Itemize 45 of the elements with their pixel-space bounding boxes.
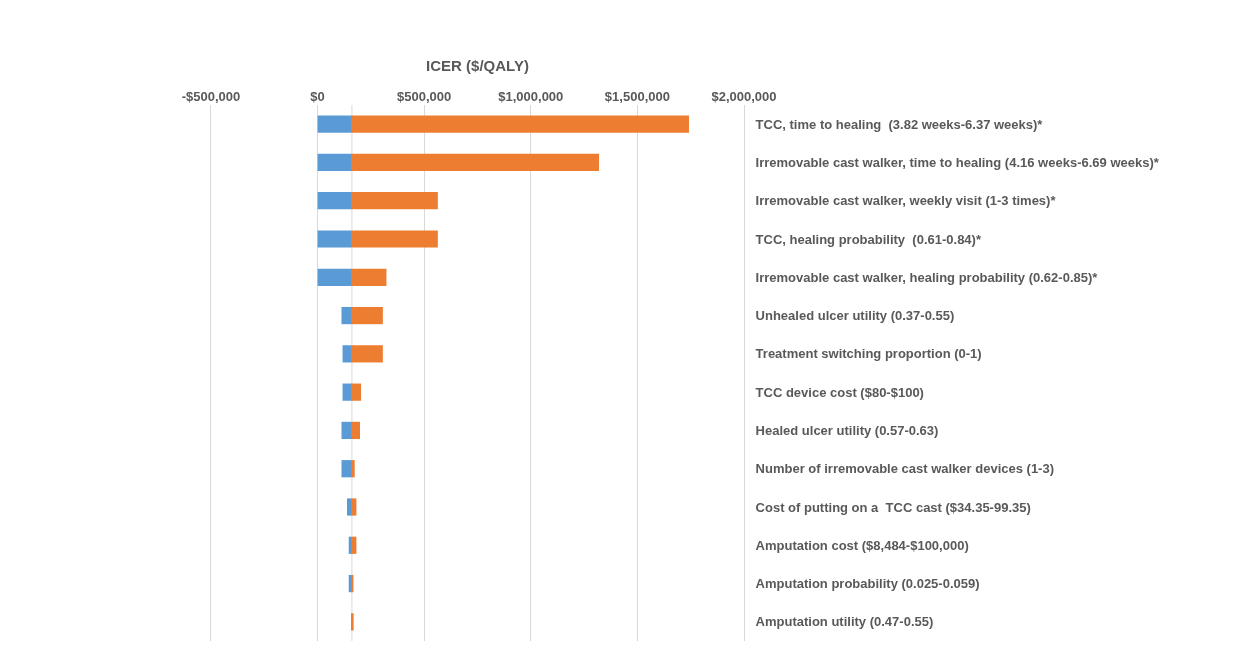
bar [342, 383, 352, 401]
y-tick-label: Amputation cost ($8,484-$100,000) [755, 537, 969, 553]
bar [317, 268, 352, 286]
y-tick-label: TCC device cost ($80-$100) [755, 384, 924, 400]
bar [351, 460, 355, 478]
y-tick-label: Irremovable cast walker, healing probability (0.62-0.85)* [755, 269, 1099, 285]
bar [351, 153, 600, 172]
bar [351, 268, 387, 286]
bar [341, 306, 352, 325]
y-tick-label: Treatment switching proportion (0-1) [755, 346, 982, 362]
bar [351, 383, 362, 401]
bar [351, 230, 438, 248]
bar [317, 115, 352, 133]
bar [351, 192, 438, 210]
x-tick-label: -$500,000 [181, 89, 241, 105]
y-tick-label: Amputation utility (0.47-0.55) [755, 614, 934, 630]
y-tick-label: Number of irremovable cast walker devices (1-3) [755, 461, 1055, 477]
bar [348, 536, 352, 554]
bar [341, 421, 352, 440]
y-tick-label: Amputation probability (0.025-0.059) [755, 576, 980, 592]
y-tick-label: TCC, healing probability (0.61-0.84)* [755, 231, 982, 247]
bar [351, 421, 361, 440]
bar [347, 498, 352, 516]
x-tick-label: $1,500,000 [604, 89, 670, 105]
x-tick-label: $2,000,000 [711, 89, 777, 105]
bar [317, 230, 352, 248]
bar [351, 306, 383, 325]
bar [317, 192, 352, 210]
y-tick-label: Healed ulcer utility (0.57-0.63) [755, 422, 939, 438]
bar [342, 345, 352, 363]
y-tick-label: TCC, time to healing (3.82 weeks-6.37 weeks)* [755, 116, 1044, 132]
y-tick-label: Irremovable cast walker, time to healing (4.16 weeks-6.69 weeks)* [755, 154, 1160, 170]
x-tick-label: $1,000,000 [498, 89, 564, 105]
bar [351, 498, 357, 516]
x-tick-label: $500,000 [397, 89, 452, 105]
bar [341, 460, 352, 478]
x-tick-label: $0 [310, 89, 325, 105]
bar [351, 115, 689, 133]
y-tick-label: Irremovable cast walker, weekly visit (1-3 times)* [755, 193, 1057, 209]
bar [317, 153, 352, 172]
bar [351, 613, 354, 631]
bar [351, 345, 383, 363]
y-tick-label: Unhealed ulcer utility (0.37-0.55) [755, 308, 955, 324]
x-axis-title: ICER ($/QALY) [426, 56, 529, 74]
y-tick-label: Cost of putting on a TCC cast ($34.35-99.35) [755, 499, 1031, 515]
